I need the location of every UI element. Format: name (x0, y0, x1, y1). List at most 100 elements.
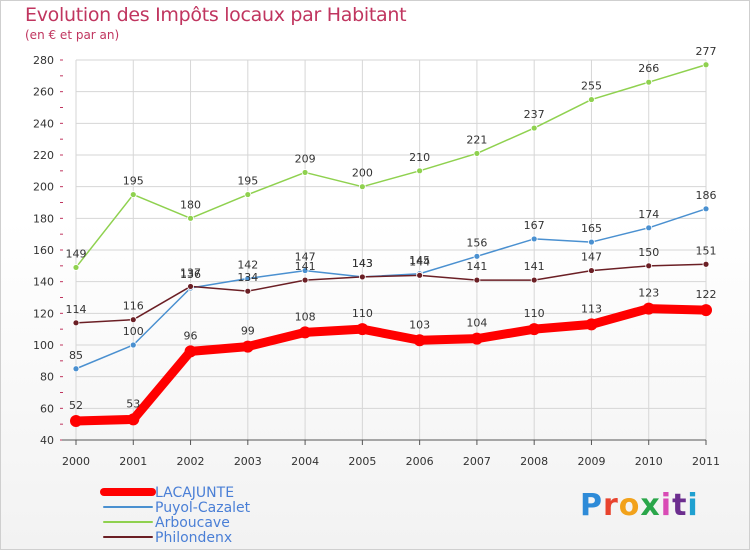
y-tick-label: 100 (33, 339, 54, 352)
data-point (244, 191, 252, 198)
legend-label: Puyol-Cazalet (155, 500, 251, 516)
data-point (642, 302, 655, 315)
x-tick-label: 2007 (463, 455, 491, 468)
data-point (72, 319, 80, 327)
legend-label: Arboucave (155, 515, 230, 531)
series-line (75, 64, 707, 269)
data-label: 180 (180, 198, 201, 211)
y-tick-label: 80 (40, 371, 54, 384)
data-point (473, 276, 481, 284)
x-tick-label: 2005 (348, 455, 376, 468)
x-tick-label: 2003 (234, 455, 262, 468)
data-label: 147 (295, 251, 316, 264)
data-point (301, 169, 309, 176)
logo-letter: i (687, 488, 699, 523)
data-point (241, 340, 254, 353)
data-label: 136 (180, 268, 201, 281)
data-point (588, 96, 595, 103)
y-tick-label: 280 (33, 54, 54, 67)
data-point (530, 235, 538, 243)
logo-letter: i (660, 488, 673, 523)
data-point (530, 124, 538, 132)
x-tick-label: 2008 (520, 455, 548, 468)
data-label: 122 (696, 288, 717, 301)
data-label: 143 (352, 257, 373, 270)
data-point (588, 238, 595, 246)
x-tick-label: 2010 (635, 455, 663, 468)
data-label: 150 (638, 246, 659, 259)
data-label: 221 (466, 133, 487, 146)
data-label: 104 (466, 317, 487, 330)
data-label: 116 (123, 300, 144, 313)
data-point (187, 283, 194, 290)
data-point (184, 345, 197, 358)
data-point (187, 214, 194, 222)
data-point (244, 287, 252, 295)
data-label: 143 (352, 257, 373, 270)
x-tick-label: 2011 (692, 455, 720, 468)
data-point (588, 267, 595, 274)
y-tick-label: 240 (33, 117, 54, 130)
data-point (299, 326, 312, 339)
data-point (702, 205, 710, 213)
logo-letter: t (672, 488, 688, 523)
data-point (301, 267, 309, 274)
logo-letter: r (603, 488, 619, 523)
series-line (75, 263, 707, 324)
y-tick-label: 140 (33, 276, 54, 289)
data-label: 52 (69, 399, 83, 412)
data-point (416, 167, 424, 175)
series-line (71, 304, 711, 426)
data-point (470, 332, 483, 345)
data-point (72, 365, 80, 373)
data-label: 210 (409, 151, 430, 164)
data-label: 110 (352, 307, 373, 320)
y-tick-label: 260 (33, 86, 54, 99)
data-label: 99 (241, 325, 255, 338)
data-point (244, 275, 252, 282)
data-label: 134 (237, 271, 258, 284)
series-line (75, 208, 707, 370)
data-label: 110 (524, 307, 545, 320)
data-label: 85 (69, 349, 83, 362)
data-point (129, 341, 137, 349)
data-point (645, 262, 653, 270)
data-point (702, 260, 710, 268)
data-label: 195 (123, 175, 144, 188)
data-label: 237 (524, 108, 545, 121)
data-point (645, 78, 653, 86)
data-point (473, 252, 481, 260)
y-tick-label: 120 (33, 307, 54, 320)
data-point (356, 323, 369, 336)
data-label: 141 (524, 260, 545, 273)
data-label: 103 (409, 318, 430, 331)
data-label: 149 (66, 247, 87, 260)
data-label: 195 (237, 175, 258, 188)
data-point (473, 150, 481, 157)
x-tick-label: 2004 (291, 455, 319, 468)
data-label: 255 (581, 80, 602, 93)
data-point (129, 316, 137, 324)
y-tick-label: 60 (40, 402, 54, 415)
data-point (72, 264, 80, 271)
data-point (358, 183, 366, 191)
data-point (645, 224, 653, 232)
data-point (530, 276, 538, 284)
data-label: 141 (466, 260, 487, 273)
data-point (528, 323, 541, 336)
data-label: 100 (123, 325, 144, 338)
data-label: 142 (237, 259, 258, 272)
data-label: 144 (409, 255, 430, 268)
data-point (358, 273, 366, 281)
data-label: 156 (466, 236, 487, 249)
data-point (129, 191, 137, 198)
data-point (702, 61, 710, 69)
data-label: 209 (295, 152, 316, 165)
data-point (416, 271, 424, 279)
x-tick-label: 2000 (62, 455, 90, 468)
data-label: 53 (126, 397, 140, 410)
y-tick-label: 220 (33, 149, 54, 162)
data-point (585, 318, 598, 331)
x-tick-label: 2009 (577, 455, 605, 468)
